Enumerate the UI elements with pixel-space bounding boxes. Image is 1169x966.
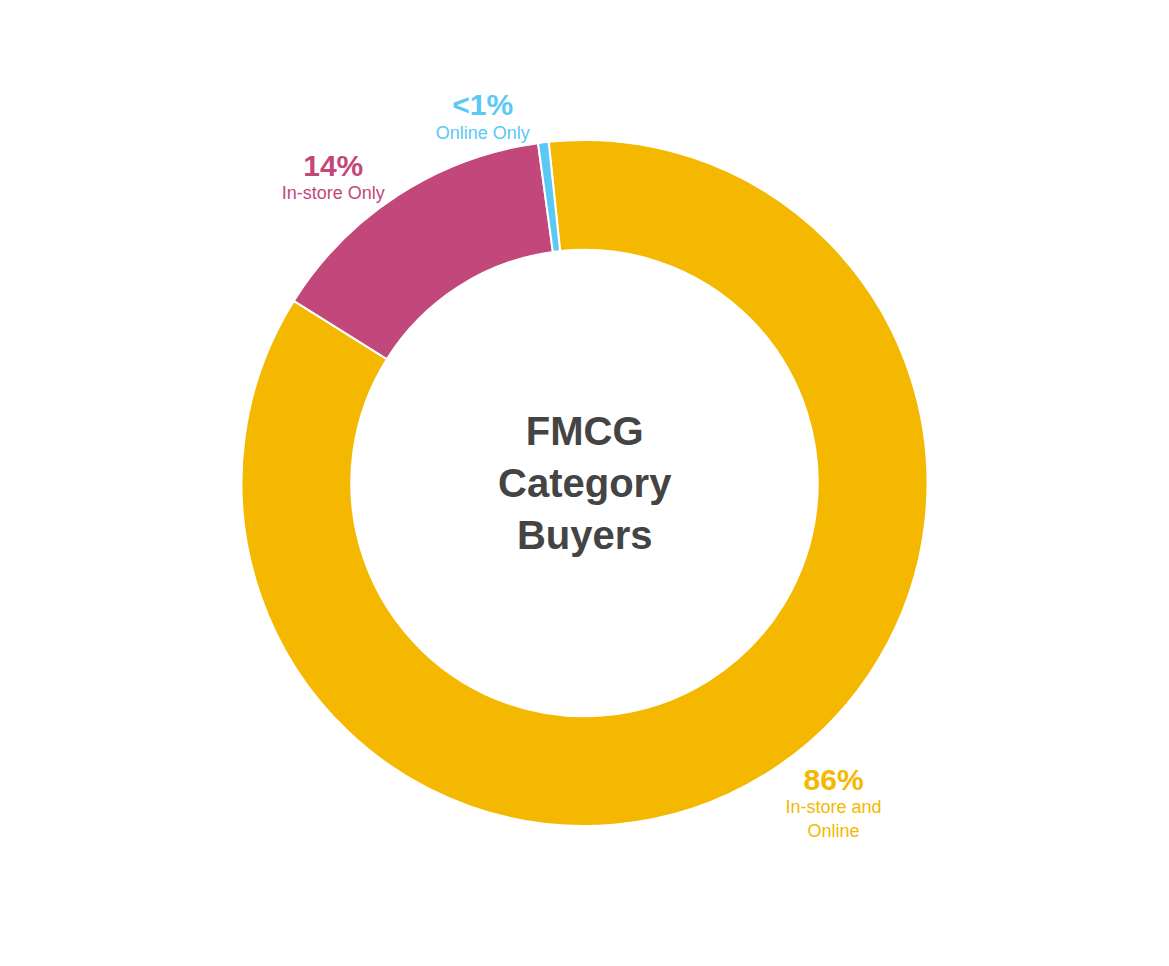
- svg-text:14%In-store Only: 14%In-store Only: [282, 149, 385, 203]
- svg-text:<1%Online Only: <1%Online Only: [436, 88, 530, 142]
- svg-text:FMCGCategoryBuyers: FMCGCategoryBuyers: [498, 409, 672, 557]
- svg-text:86%In-store andOnline: 86%In-store andOnline: [786, 763, 882, 841]
